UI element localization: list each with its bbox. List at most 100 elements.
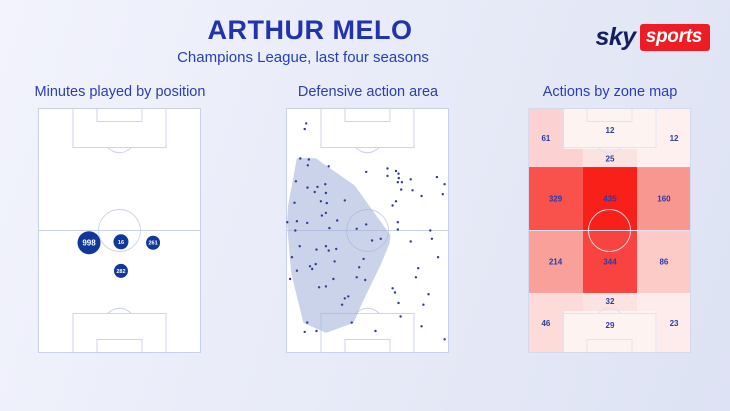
- heat-zone-value: 12: [670, 134, 679, 143]
- defensive-action-dot: [358, 266, 361, 269]
- defensive-action-dot: [391, 287, 394, 290]
- heat-zone-value: 86: [659, 257, 668, 266]
- defensive-action-dot: [324, 285, 328, 288]
- sky-logo-text: sky: [595, 23, 637, 51]
- pitch-border: [286, 108, 449, 353]
- defensive-action-dot: [306, 186, 309, 189]
- defensive-action-dot: [317, 286, 321, 289]
- defensive-action-dot: [295, 220, 299, 223]
- minutes-bubble: [77, 231, 101, 255]
- defensive-action-dot: [400, 181, 404, 184]
- defensive-action-dot: [299, 157, 302, 160]
- pitch-minutes-by-position: 998 16 261 282: [38, 108, 201, 353]
- minutes-bubble: [113, 234, 129, 250]
- heat-zone-value: 214: [549, 257, 563, 266]
- defensive-action-dot: [435, 175, 439, 179]
- heat-zone: [637, 167, 691, 231]
- penalty-arc-top: [107, 147, 132, 154]
- heat-zone: [528, 230, 583, 293]
- centre-circle: [588, 209, 631, 252]
- defensive-action-dot: [355, 276, 358, 279]
- defensive-action-dot: [316, 185, 319, 189]
- defensive-action-dot: [411, 189, 414, 192]
- panel-title-defensive-action-area: Defensive action area: [297, 84, 439, 100]
- defensive-action-dot: [391, 204, 394, 207]
- defensive-action-dot: [313, 190, 316, 194]
- defensive-action-dot: [347, 295, 350, 298]
- defensive-action-dot: [394, 200, 398, 203]
- defensive-action-dot: [396, 228, 399, 231]
- defensive-action-dot: [355, 227, 358, 230]
- heat-zone: [582, 148, 638, 168]
- defensive-action-dot: [340, 303, 344, 306]
- defensive-action-dot: [396, 221, 399, 224]
- centre-circle: [98, 209, 141, 252]
- defensive-action-dot: [333, 260, 336, 263]
- defensive-action-dot: [397, 176, 400, 180]
- defensive-action-dot: [441, 193, 444, 196]
- defensive-action-dot: [343, 297, 346, 300]
- defensive-action-dot: [332, 277, 335, 281]
- heat-zone: [564, 311, 657, 353]
- defensive-action-dot: [295, 269, 299, 272]
- defensive-action-dot: [374, 329, 377, 333]
- page-subtitle: Champions League, last four seasons: [177, 49, 429, 66]
- defensive-action-dot: [290, 256, 294, 259]
- defensive-action-dot: [325, 201, 328, 205]
- defensive-action-dot: [396, 181, 399, 184]
- minutes-bubble-value: 261: [148, 241, 157, 247]
- defensive-action-dot: [343, 199, 346, 202]
- defensive-action-dot: [364, 278, 367, 282]
- heat-zone: [564, 108, 657, 149]
- defensive-action-dot: [409, 178, 412, 181]
- defensive-action-dot: [320, 214, 324, 217]
- pitch-defensive-action-area: [286, 108, 449, 353]
- defensive-action-dot: [436, 256, 440, 259]
- defensive-action-dot: [327, 165, 330, 168]
- defensive-action-dot: [350, 321, 353, 324]
- heat-zone-value: 61: [541, 134, 550, 143]
- defensive-action-dot: [324, 211, 328, 215]
- defensive-action-dot: [293, 201, 296, 204]
- defensive-action-dot: [422, 303, 425, 306]
- defensive-action-dot: [386, 167, 389, 170]
- heat-zone-value: 12: [606, 126, 615, 135]
- defensive-action-dot: [306, 321, 309, 324]
- defensive-action-dot: [328, 226, 331, 230]
- heat-zone: [582, 292, 638, 312]
- heat-zone-value: 344: [603, 257, 617, 266]
- defensive-action-dot: [379, 237, 382, 240]
- heat-zone: [637, 230, 691, 293]
- heat-zone-value: 46: [541, 319, 550, 328]
- defensive-action-dot: [306, 221, 309, 225]
- defensive-action-dot: [324, 245, 328, 248]
- heat-zone: [528, 167, 583, 231]
- defensive-action-dot: [365, 223, 368, 226]
- penalty-arc-top: [355, 147, 380, 154]
- heat-zone-value: 435: [603, 195, 617, 204]
- defensive-action-dot: [335, 247, 338, 251]
- pitch-actions-by-zone: 61 12 25 12 329 435 160 214 344 86 46 23 32 29: [528, 108, 691, 353]
- heat-zone-value: 23: [670, 319, 679, 328]
- defensive-action-dot: [327, 249, 330, 252]
- defensive-action-dot: [294, 180, 298, 183]
- defensive-action-dot: [397, 172, 400, 175]
- defensive-action-dot: [443, 338, 446, 341]
- heat-zone-value: 160: [657, 195, 671, 204]
- defensive-action-dot: [298, 245, 301, 248]
- defensive-action-dot: [414, 276, 418, 279]
- penalty-arc-bottom: [107, 307, 132, 314]
- defensive-action-dot: [362, 257, 365, 261]
- defensive-action-dot: [307, 158, 310, 161]
- defensive-action-dot: [336, 219, 339, 222]
- defensive-action-dot: [397, 301, 400, 305]
- defensive-action-dot: [399, 315, 402, 318]
- heat-zone-value: 32: [606, 297, 615, 306]
- heat-zone-value: 329: [549, 195, 563, 204]
- sky-sports-logo: sky sports: [595, 23, 710, 52]
- defensive-action-dot: [294, 229, 297, 232]
- heat-zone-value: 25: [606, 154, 615, 163]
- defensive-action-dot: [420, 325, 423, 328]
- defensive-action-dot: [394, 169, 398, 173]
- panel-title-actions-by-zone: Actions by zone map: [542, 84, 678, 100]
